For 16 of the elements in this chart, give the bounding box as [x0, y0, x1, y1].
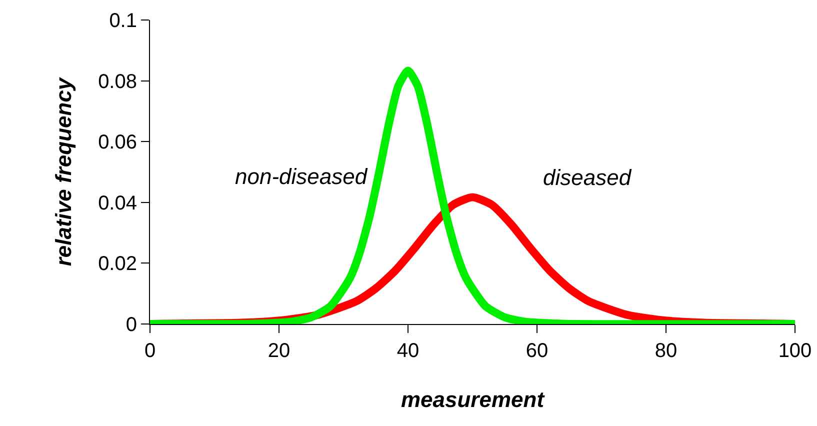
x-tick-label: 100 — [778, 340, 812, 362]
y-tick-label: 0.06 — [98, 132, 137, 154]
series-label: non-diseased — [235, 164, 368, 189]
y-tick-label: 0.08 — [98, 70, 137, 93]
x-tick-label: 80 — [654, 340, 678, 362]
y-tick-label: 0.04 — [98, 192, 137, 214]
x-tick-label: 20 — [268, 340, 290, 362]
x-tick-label: 0 — [144, 340, 156, 362]
x-tick-label: 40 — [396, 340, 420, 362]
x-axis-title: measurement — [400, 386, 546, 412]
y-tick-label: 0.1 — [109, 10, 137, 32]
y-tick-label: 0 — [126, 314, 137, 336]
y-tick-label: 0.02 — [98, 253, 137, 276]
x-tick-label: 60 — [526, 340, 548, 362]
text: diseased — [543, 165, 632, 190]
y-axis-title: relative frequency — [50, 76, 76, 266]
